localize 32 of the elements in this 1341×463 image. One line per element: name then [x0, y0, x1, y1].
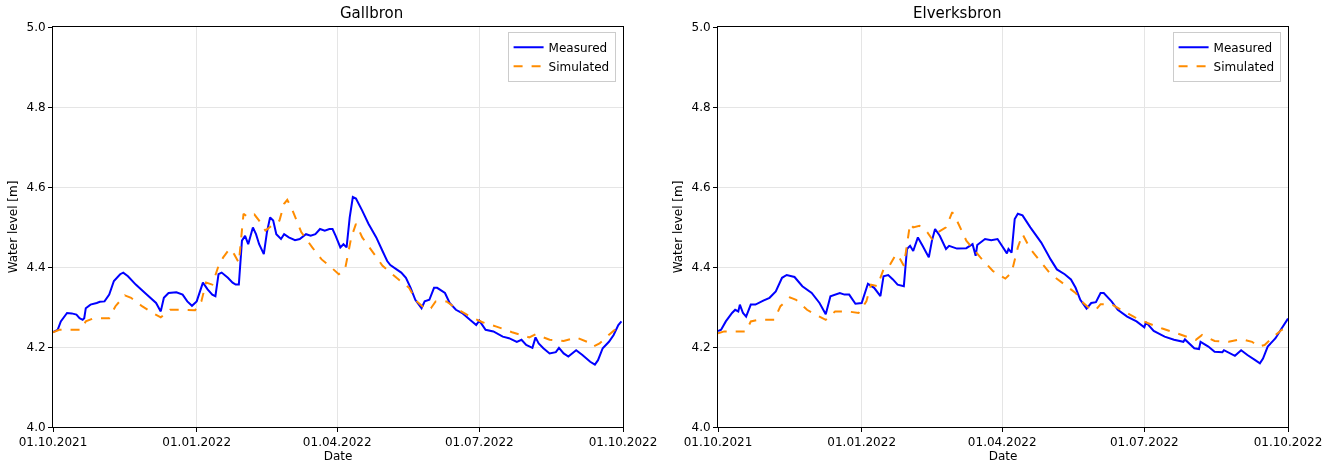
y-tick-label: 4.6: [691, 180, 711, 195]
y-tick-label: 5.0: [26, 20, 46, 35]
y-tick-label: 4.8: [691, 100, 711, 115]
chart-title: Gallbron: [340, 4, 404, 22]
legend-label: Measured: [548, 40, 608, 55]
x-axis-title: Date: [323, 449, 353, 463]
y-tick-label: 4.6: [26, 180, 46, 195]
x-tick-label: 01.01.2022: [162, 435, 232, 450]
y-tick-label: 4.4: [691, 260, 711, 275]
y-axis-title: Water level [m]: [670, 180, 685, 274]
y-tick-label: 4.0: [26, 420, 46, 435]
x-tick-label: 01.10.2022: [588, 435, 658, 450]
y-tick-label: 4.2: [691, 340, 711, 355]
x-tick-label: 01.01.2022: [827, 435, 897, 450]
y-tick-label: 5.0: [691, 20, 711, 35]
x-tick-label: 01.10.2022: [1253, 435, 1323, 450]
legend-label: Measured: [1213, 40, 1273, 55]
chart-title: Elverksbron: [913, 4, 1002, 22]
y-axis-title: Water level [m]: [5, 180, 20, 274]
x-axis-title: Date: [988, 449, 1018, 463]
x-tick-label: 01.10.2021: [683, 435, 753, 450]
y-tick-label: 4.4: [26, 260, 46, 275]
legend-label: Simulated: [548, 59, 610, 74]
x-tick-label: 01.04.2022: [967, 435, 1037, 450]
y-tick-label: 4.8: [26, 100, 46, 115]
y-tick-label: 4.2: [26, 340, 46, 355]
x-tick-label: 01.07.2022: [444, 435, 514, 450]
x-tick-label: 01.04.2022: [302, 435, 372, 450]
x-tick-label: 01.07.2022: [1109, 435, 1179, 450]
x-tick-label: 01.10.2021: [18, 435, 88, 450]
legend-label: Simulated: [1213, 59, 1275, 74]
y-tick-label: 4.0: [691, 420, 711, 435]
